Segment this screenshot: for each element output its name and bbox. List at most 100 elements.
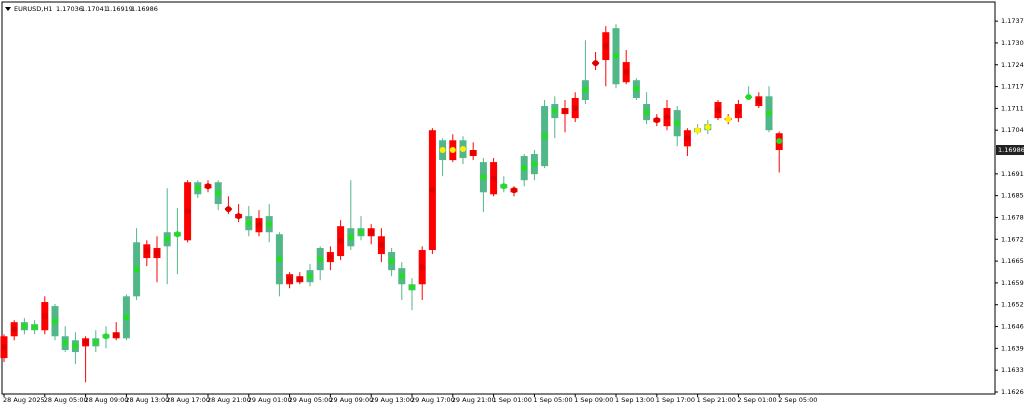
signal-dot xyxy=(755,98,762,105)
x-tick-label: 29 Aug 21:00 xyxy=(452,396,496,404)
signal-dot xyxy=(174,231,181,238)
header-value: 1.17041 xyxy=(81,5,108,13)
y-tick-label: 1.16785 xyxy=(1001,213,1024,221)
signal-dot xyxy=(286,276,293,283)
signal-dot xyxy=(113,332,120,339)
signal-dot xyxy=(735,108,742,115)
signal-dot xyxy=(368,229,375,236)
signal-dot xyxy=(674,120,681,127)
header-value: 1.16919 xyxy=(106,5,133,13)
x-tick-label: 29 Aug 13:00 xyxy=(370,396,414,404)
signal-dot xyxy=(572,105,579,112)
signal-dot xyxy=(439,147,446,154)
signal-dot xyxy=(582,86,589,93)
signal-dot xyxy=(307,273,313,280)
signal-dot xyxy=(327,254,334,261)
signal-dot xyxy=(266,221,273,228)
plot-frame xyxy=(1,1,996,395)
y-tick-label: 1.16330 xyxy=(1001,366,1024,374)
signal-dot xyxy=(480,174,487,181)
signal-dot xyxy=(205,183,211,190)
header-value: 1.16986 xyxy=(131,5,158,13)
x-tick-label: 1 Sep 09:00 xyxy=(574,396,613,404)
signal-dot xyxy=(215,189,222,196)
y-tick-label: 1.16525 xyxy=(1001,301,1024,309)
signal-dot xyxy=(143,248,150,255)
signal-dot xyxy=(1,344,7,351)
x-tick-label: 28 Aug 13:00 xyxy=(125,396,169,404)
signal-dot xyxy=(653,117,660,124)
chart-title: EURUSD,H1 xyxy=(14,5,52,13)
x-tick-label: 28 Aug 09:00 xyxy=(85,396,129,404)
x-tick-label: 1 Sep 17:00 xyxy=(656,396,695,404)
signal-dot xyxy=(317,256,324,263)
signal-dot xyxy=(531,161,538,168)
x-tick-label: 29 Aug 01:00 xyxy=(248,396,292,404)
y-tick-label: 1.16460 xyxy=(1001,323,1024,331)
signal-dot xyxy=(72,343,79,350)
y-tick-label: 1.17175 xyxy=(1001,83,1024,91)
signal-dot xyxy=(154,250,160,257)
signal-dot xyxy=(664,114,670,121)
signal-dot xyxy=(460,146,466,152)
menu-arrow[interactable] xyxy=(5,7,11,11)
signal-dot xyxy=(623,69,630,76)
signal-dot xyxy=(745,93,752,100)
x-tick-label: 29 Aug 05:00 xyxy=(289,396,333,404)
signal-dot xyxy=(633,85,640,92)
signal-dot xyxy=(694,127,701,134)
x-tick-label: 28 Aug 21:00 xyxy=(207,396,251,404)
signal-dot xyxy=(704,124,711,131)
y-tick-label: 1.17110 xyxy=(1001,104,1024,112)
signal-dot xyxy=(245,220,252,227)
y-tick-label: 1.16395 xyxy=(1001,344,1024,352)
signal-dot xyxy=(11,326,18,333)
signal-dot xyxy=(62,339,69,346)
signal-dot xyxy=(449,147,456,154)
y-tick-label: 1.16915 xyxy=(1001,170,1024,178)
last-price-box xyxy=(996,145,1024,156)
signal-dot xyxy=(103,333,109,340)
x-tick-label: 29 Aug 09:00 xyxy=(329,396,373,404)
signal-dot xyxy=(602,42,609,49)
signal-dot xyxy=(184,208,191,215)
x-tick-label: 2 Sep 01:00 xyxy=(737,396,776,404)
signal-dot xyxy=(419,264,426,271)
signal-dot xyxy=(398,273,405,280)
signal-dot xyxy=(541,132,548,139)
x-tick-label: 2 Sep 05:00 xyxy=(778,396,817,404)
y-tick-label: 1.17045 xyxy=(1001,126,1024,134)
y-tick-label: 1.16265 xyxy=(1001,388,1024,396)
y-tick-label: 1.17370 xyxy=(1001,17,1024,25)
signal-dot xyxy=(766,110,772,117)
signal-dot xyxy=(490,175,497,182)
x-tick-label: 1 Sep 05:00 xyxy=(533,396,572,404)
signal-dot xyxy=(225,206,232,213)
y-tick-label: 1.16655 xyxy=(1001,257,1024,265)
x-tick-label: 29 Aug 17:00 xyxy=(411,396,455,404)
y-tick-label: 1.16590 xyxy=(1001,279,1024,287)
signal-dot xyxy=(41,313,48,320)
signal-dot xyxy=(235,213,242,220)
x-tick-label: 28 Aug 05:00 xyxy=(44,396,88,404)
x-tick-label: 1 Sep 01:00 xyxy=(493,396,532,404)
signal-dot xyxy=(592,60,599,67)
signal-dot xyxy=(347,234,354,241)
last-price-label: 1.16986 xyxy=(998,146,1024,154)
signal-dot xyxy=(643,109,650,116)
signal-dot xyxy=(133,266,140,273)
signal-dot xyxy=(21,323,28,330)
signal-dot xyxy=(276,256,283,263)
signal-dot xyxy=(725,116,732,123)
signal-dot xyxy=(388,258,395,265)
signal-dot xyxy=(358,229,364,236)
y-tick-label: 1.16720 xyxy=(1001,235,1024,243)
y-tick-label: 1.16850 xyxy=(1001,192,1024,200)
plot xyxy=(0,24,783,383)
signal-dot xyxy=(409,284,415,291)
signal-dot xyxy=(82,339,89,346)
signal-dot xyxy=(500,183,507,190)
signal-dot xyxy=(521,165,528,172)
